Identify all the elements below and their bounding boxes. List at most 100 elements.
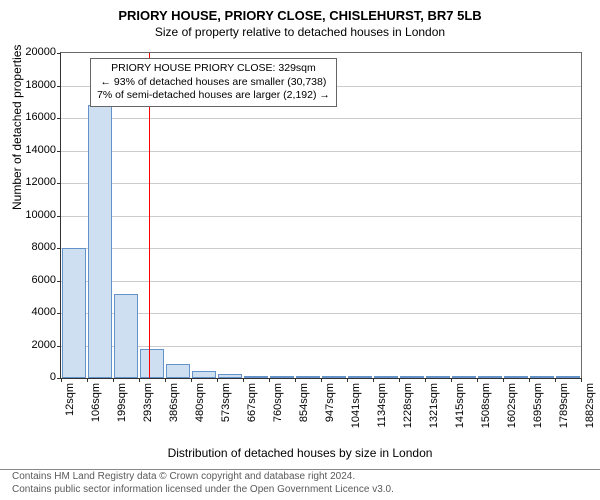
gridline	[61, 118, 581, 119]
x-tick-label: 480sqm	[194, 383, 206, 431]
histogram-bar	[296, 376, 321, 378]
x-tick-label: 1134sqm	[376, 383, 388, 431]
chart-title: PRIORY HOUSE, PRIORY CLOSE, CHISLEHURST,…	[0, 0, 600, 23]
x-tick	[165, 378, 166, 382]
y-tick-label: 2000	[8, 339, 56, 351]
x-tick	[581, 378, 582, 382]
x-tick-label: 667sqm	[246, 383, 258, 431]
x-tick	[347, 378, 348, 382]
histogram-bar	[244, 376, 269, 378]
x-tick-label: 1789sqm	[558, 383, 570, 431]
x-axis-label: Distribution of detached houses by size …	[0, 446, 600, 460]
histogram-bar	[348, 376, 373, 378]
x-tick-label: 1041sqm	[350, 383, 362, 431]
histogram-bar	[218, 374, 243, 378]
x-tick-label: 1508sqm	[480, 383, 492, 431]
y-tick	[57, 183, 61, 184]
histogram-bar	[322, 376, 347, 378]
chart-subtitle: Size of property relative to detached ho…	[0, 25, 600, 39]
y-tick-label: 10000	[8, 209, 56, 221]
annotation-box: PRIORY HOUSE PRIORY CLOSE: 329sqm ← 93% …	[90, 58, 337, 107]
y-tick	[57, 86, 61, 87]
y-tick-label: 6000	[8, 274, 56, 286]
x-tick-label: 1321sqm	[428, 383, 440, 431]
y-tick	[57, 53, 61, 54]
gridline	[61, 281, 581, 282]
y-tick-label: 16000	[8, 111, 56, 123]
x-tick	[425, 378, 426, 382]
histogram-bar	[88, 105, 113, 378]
x-tick-label: 199sqm	[116, 383, 128, 431]
x-tick-label: 760sqm	[272, 383, 284, 431]
x-tick-label: 1415sqm	[454, 383, 466, 431]
x-tick-label: 12sqm	[64, 383, 76, 431]
x-tick	[87, 378, 88, 382]
y-tick	[57, 151, 61, 152]
histogram-bar	[166, 364, 191, 378]
x-tick	[555, 378, 556, 382]
y-tick	[57, 248, 61, 249]
x-tick	[451, 378, 452, 382]
gridline	[61, 216, 581, 217]
histogram-bar	[192, 371, 217, 378]
y-tick-label: 0	[8, 371, 56, 383]
x-tick-label: 106sqm	[90, 383, 102, 431]
gridline	[61, 346, 581, 347]
histogram-bar	[400, 376, 425, 378]
histogram-bar	[478, 376, 503, 378]
x-tick-label: 1228sqm	[402, 383, 414, 431]
y-tick	[57, 118, 61, 119]
histogram-bar	[114, 294, 139, 379]
annotation-line1: PRIORY HOUSE PRIORY CLOSE: 329sqm	[97, 62, 330, 76]
y-tick-label: 8000	[8, 241, 56, 253]
x-tick	[61, 378, 62, 382]
x-tick	[399, 378, 400, 382]
x-tick-label: 1602sqm	[506, 383, 518, 431]
histogram-bar	[556, 376, 581, 378]
histogram-chart: PRIORY HOUSE, PRIORY CLOSE, CHISLEHURST,…	[0, 0, 600, 500]
footer-line2: Contains public sector information licen…	[12, 483, 394, 496]
x-tick	[321, 378, 322, 382]
histogram-bar	[374, 376, 399, 378]
x-tick-label: 854sqm	[298, 383, 310, 431]
histogram-bar	[270, 376, 295, 378]
histogram-bar	[504, 376, 529, 378]
y-tick-label: 4000	[8, 306, 56, 318]
x-tick-label: 573sqm	[220, 383, 232, 431]
x-tick	[477, 378, 478, 382]
x-tick-label: 386sqm	[168, 383, 180, 431]
annotation-line3: 7% of semi-detached houses are larger (2…	[97, 89, 330, 103]
x-tick	[113, 378, 114, 382]
x-tick	[295, 378, 296, 382]
x-tick	[191, 378, 192, 382]
x-tick	[243, 378, 244, 382]
x-tick	[139, 378, 140, 382]
x-tick-label: 947sqm	[324, 383, 336, 431]
x-tick	[529, 378, 530, 382]
y-tick-label: 14000	[8, 144, 56, 156]
y-tick	[57, 216, 61, 217]
x-tick-label: 1882sqm	[584, 383, 596, 431]
x-tick	[217, 378, 218, 382]
histogram-bar	[530, 376, 555, 378]
y-tick-label: 18000	[8, 79, 56, 91]
histogram-bar	[426, 376, 451, 378]
x-tick-label: 293sqm	[142, 383, 154, 431]
histogram-bar	[452, 376, 477, 378]
footer-line1: Contains HM Land Registry data © Crown c…	[12, 470, 394, 483]
gridline	[61, 151, 581, 152]
y-tick	[57, 313, 61, 314]
gridline	[61, 313, 581, 314]
annotation-line2: ← 93% of detached houses are smaller (30…	[97, 76, 330, 90]
y-tick	[57, 346, 61, 347]
x-tick-label: 1695sqm	[532, 383, 544, 431]
gridline	[61, 183, 581, 184]
gridline	[61, 248, 581, 249]
y-tick-label: 20000	[8, 46, 56, 58]
x-tick	[503, 378, 504, 382]
histogram-bar	[62, 248, 87, 378]
footer-text: Contains HM Land Registry data © Crown c…	[12, 470, 394, 496]
y-tick-label: 12000	[8, 176, 56, 188]
x-tick	[373, 378, 374, 382]
histogram-bar	[140, 349, 165, 378]
